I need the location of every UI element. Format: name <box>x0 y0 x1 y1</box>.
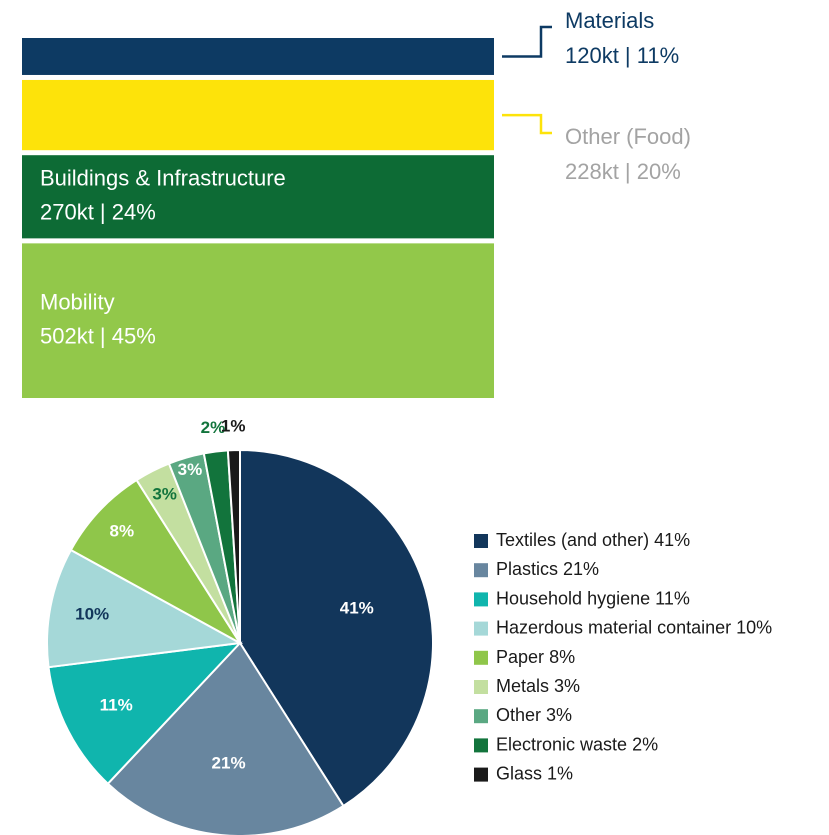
segment-value: 502kt | 45% <box>40 323 156 348</box>
legend-name: Metals <box>496 676 549 696</box>
legend-name: Household hygiene <box>496 588 650 608</box>
legend-entry: Other 3% <box>496 705 572 725</box>
legend-name: Other <box>496 705 541 725</box>
legend-value: 41% <box>654 530 690 550</box>
slice-label: 10% <box>75 604 109 623</box>
bar-segment <box>22 155 494 239</box>
legend-entry: Textiles (and other) 41% <box>496 530 690 550</box>
legend-entry: Hazerdous material container 10% <box>496 617 772 637</box>
legend-name: Paper <box>496 647 544 667</box>
legend-swatch <box>474 767 488 782</box>
legend-value: 11% <box>655 588 690 608</box>
pie-slice <box>46 548 244 669</box>
bar-segment <box>22 38 494 75</box>
pie-slice <box>69 478 241 644</box>
legend-swatch <box>474 738 488 753</box>
legend-name: Glass <box>496 763 542 783</box>
legend-entry: Plastics 21% <box>496 559 599 579</box>
slice-label: 3% <box>152 485 177 504</box>
segment-value: 120kt | 11% <box>565 43 679 68</box>
legend-value: 1% <box>547 763 573 783</box>
slice-label: 1% <box>221 416 246 435</box>
slice-label: 3% <box>178 460 203 479</box>
legend-entry: Household hygiene 11% <box>496 588 690 608</box>
legend-name: Textiles (and other) <box>496 530 649 550</box>
pie-slice <box>239 448 434 808</box>
segment-name: Mobility <box>40 289 115 314</box>
segment-value: 228kt | 20% <box>565 159 681 184</box>
segment-name: Other (Food) <box>565 124 691 149</box>
slice-label: 8% <box>110 522 135 541</box>
legend-entry: Paper 8% <box>496 647 575 667</box>
bar-segment <box>22 243 494 398</box>
connector <box>502 25 552 58</box>
legend-name: Electronic waste <box>496 734 627 754</box>
slice-label: 11% <box>100 696 133 715</box>
legend-value: 3% <box>546 705 572 725</box>
legend-name: Plastics <box>496 559 558 579</box>
legend-entry: Metals 3% <box>496 676 580 696</box>
legend-value: 2% <box>632 734 658 754</box>
legend-swatch <box>474 534 488 548</box>
pie-slice <box>106 641 345 835</box>
slice-label: 41% <box>340 599 374 618</box>
segment-value: 270kt | 24% <box>40 200 156 225</box>
legend-entry: Glass 1% <box>496 763 573 783</box>
legend-swatch <box>474 650 488 665</box>
legend-swatch <box>474 709 488 724</box>
legend-swatch <box>474 621 488 636</box>
legend-name: Hazerdous material container <box>496 617 731 637</box>
bar-segment <box>22 79 494 151</box>
legend-value: 10% <box>736 617 772 637</box>
legend-value: 21% <box>563 559 599 579</box>
slice-label: 2% <box>201 418 226 437</box>
segment-name: Buildings & Infrastructure <box>40 166 286 191</box>
pie-slice <box>226 448 241 644</box>
legend-value: 3% <box>554 676 580 696</box>
slice-label: 21% <box>212 754 246 773</box>
legend-entry: Electronic waste 2% <box>496 734 658 754</box>
legend-swatch <box>474 592 488 607</box>
pie-slice <box>47 641 243 786</box>
segment-name: Materials <box>565 8 654 33</box>
legend-swatch <box>474 563 488 578</box>
legend-value: 8% <box>549 647 575 667</box>
legend-swatch <box>474 680 488 694</box>
connector <box>502 113 552 135</box>
